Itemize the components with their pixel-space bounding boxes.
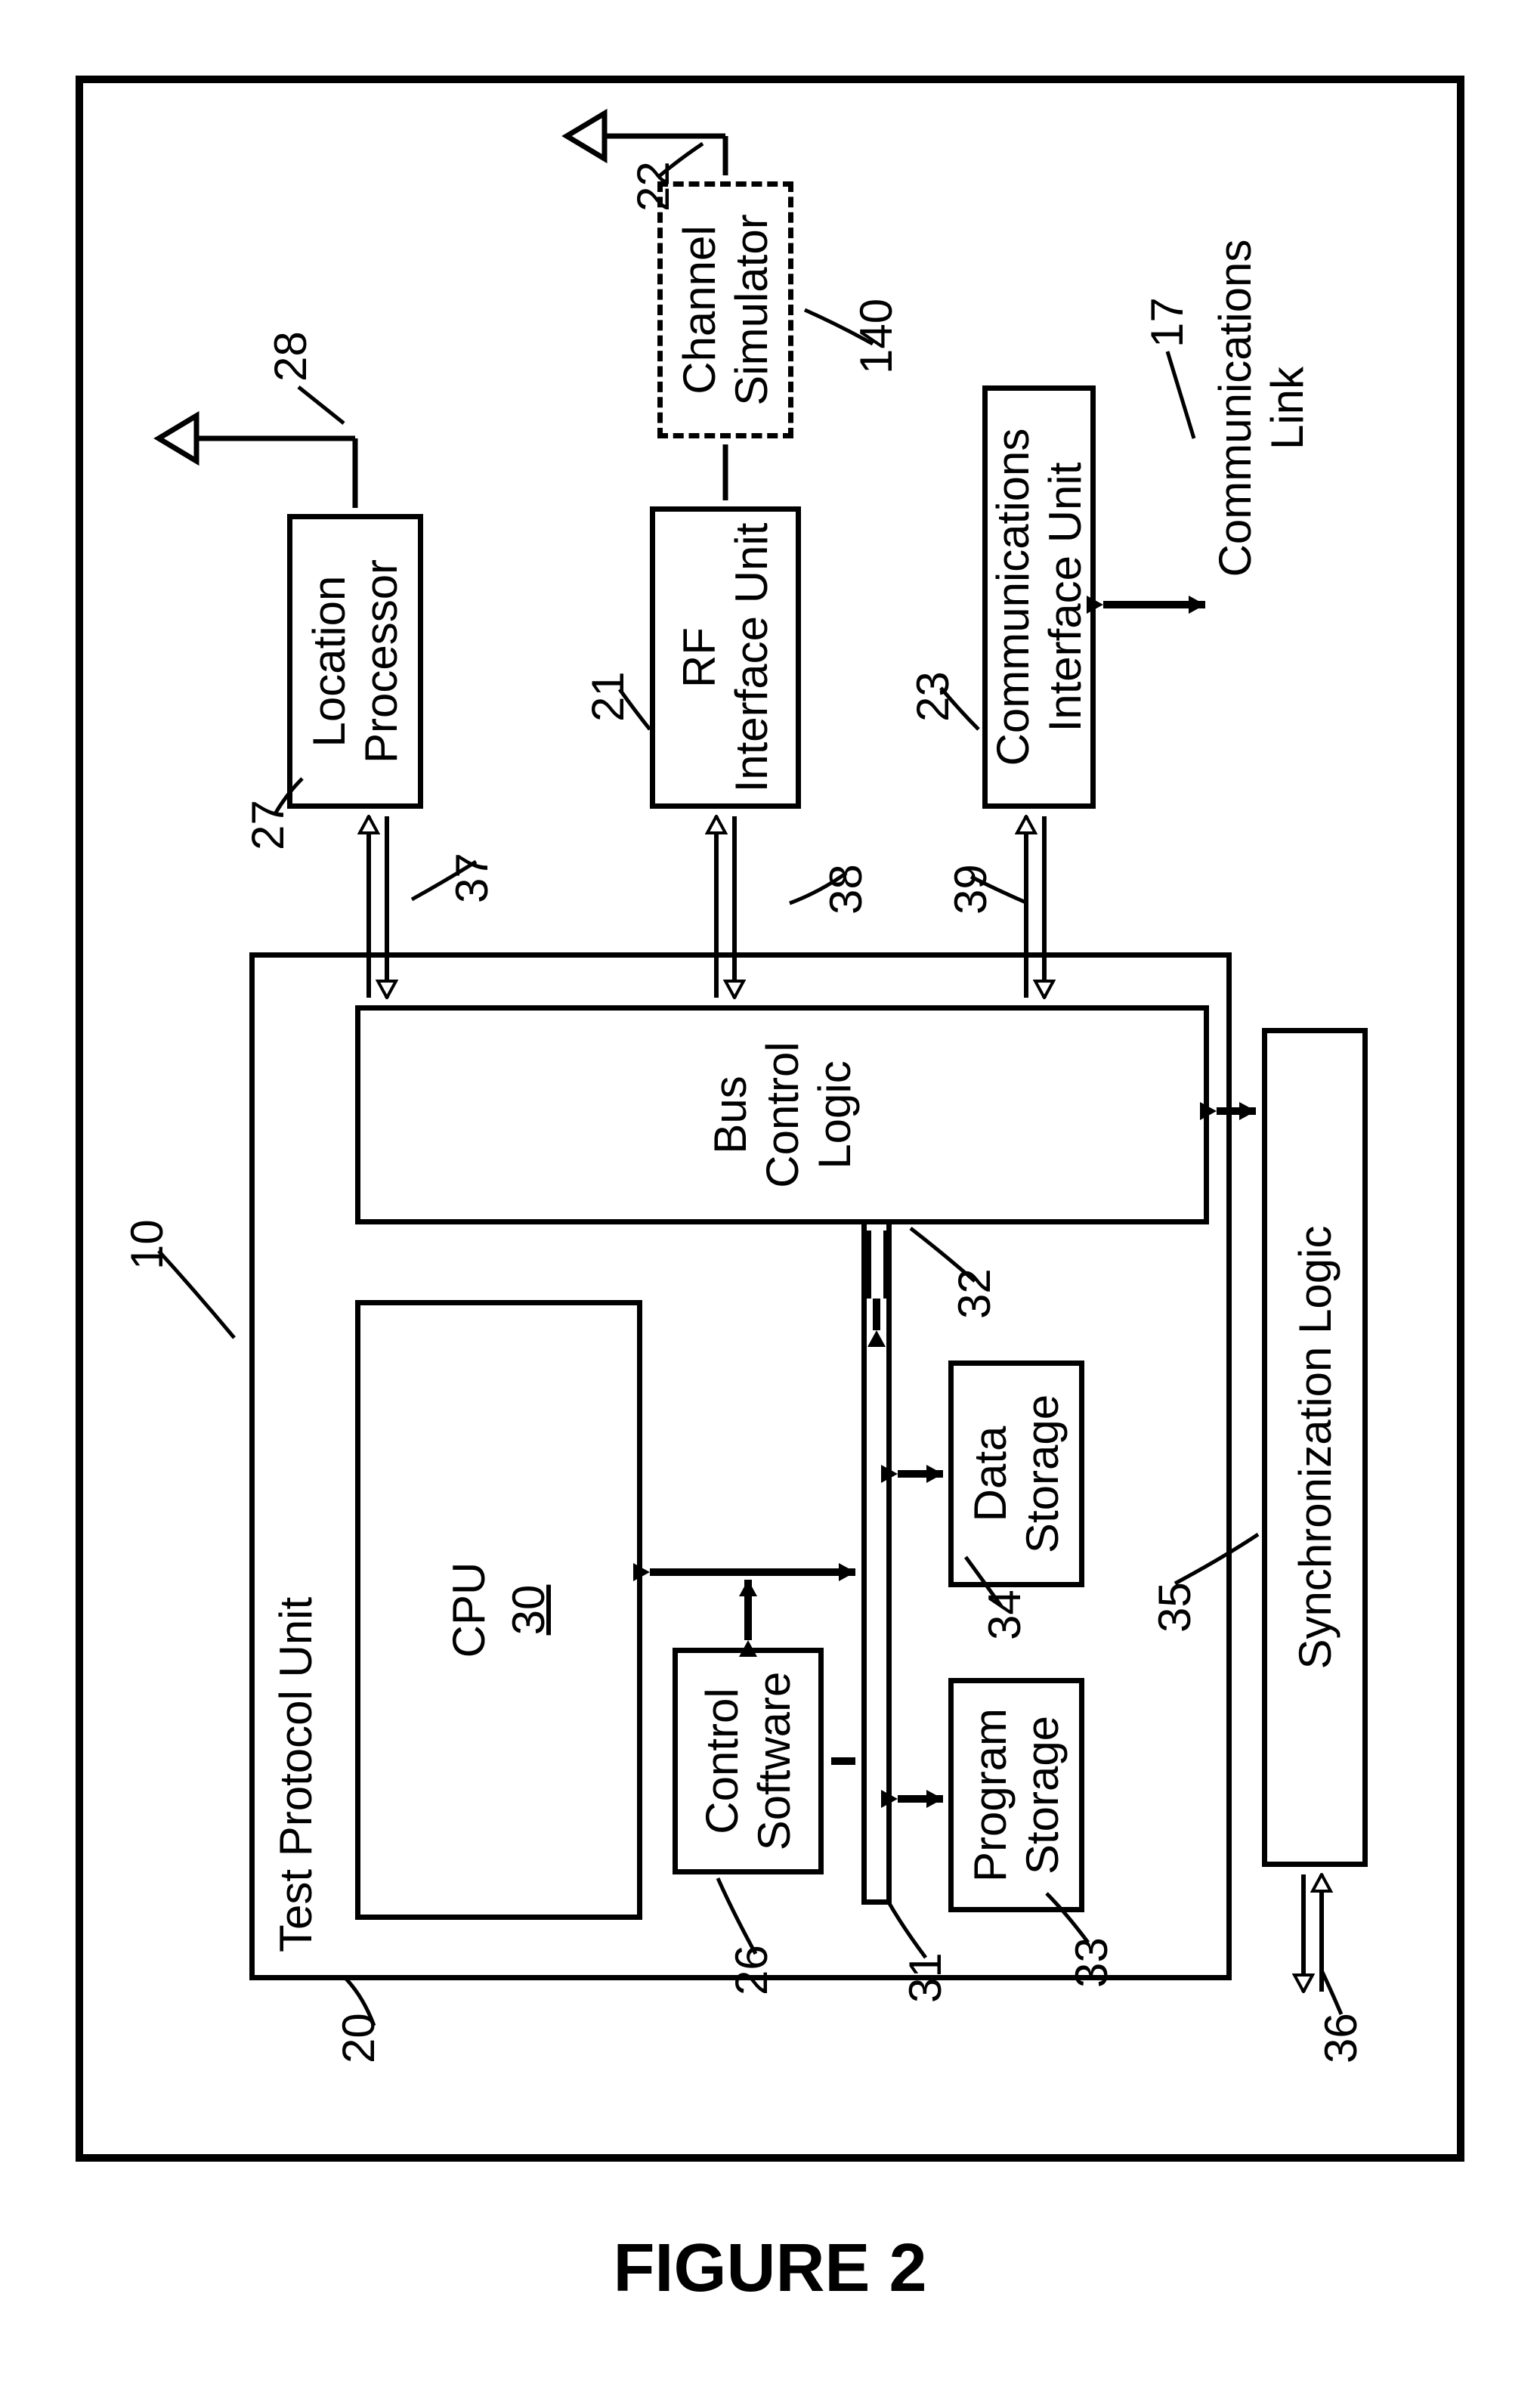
control-software-box: Control Software	[673, 1648, 824, 1874]
ref-32: 32	[948, 1268, 1000, 1319]
figure-title: FIGURE 2	[613, 2230, 926, 2308]
cpu-ref: 30	[503, 1585, 555, 1636]
ref-21: 21	[582, 671, 634, 722]
ref-10: 10	[121, 1219, 173, 1270]
ref-36: 36	[1315, 2013, 1367, 2063]
location-processor-box: Location Processor	[287, 514, 423, 809]
ref-28: 28	[264, 331, 317, 382]
ref-33: 33	[1065, 1937, 1118, 1988]
ref-140: 140	[850, 299, 902, 374]
ref-34: 34	[979, 1590, 1031, 1640]
comms-link-label: Communications Link	[1209, 212, 1313, 605]
ref-20: 20	[332, 2013, 385, 2063]
data-storage-box: Data Storage	[948, 1361, 1084, 1587]
page: FIGURE 2 Test Protocol Unit CPU 30 Contr…	[0, 0, 1540, 2396]
cpu-box: CPU 30	[355, 1300, 642, 1920]
ref-23: 23	[907, 671, 959, 722]
ref-38: 38	[820, 864, 872, 915]
ref-26: 26	[725, 1945, 778, 1995]
ref-37: 37	[446, 853, 498, 903]
rf-interface-box: RF Interface Unit	[650, 506, 801, 809]
ref-27: 27	[242, 800, 294, 850]
program-storage-box: Program Storage	[948, 1678, 1084, 1912]
channel-simulator-box: Channel Simulator	[657, 181, 793, 438]
ref-39: 39	[945, 864, 997, 915]
cpu-label: CPU	[443, 1562, 495, 1658]
ref-35: 35	[1149, 1582, 1201, 1633]
ref-22: 22	[627, 161, 679, 212]
tpu-title: Test Protocol Unit	[270, 1499, 322, 1952]
ref-31: 31	[899, 1952, 951, 2003]
comms-interface-box: Communications Interface Unit	[982, 385, 1096, 809]
sync-logic-box: Synchronization Logic	[1262, 1028, 1368, 1867]
diagram-canvas: Test Protocol Unit CPU 30 Control Softwa…	[76, 76, 1464, 2162]
bus-control-logic-box: Bus Control Logic	[355, 1005, 1209, 1224]
ref-17: 17	[1141, 297, 1193, 348]
